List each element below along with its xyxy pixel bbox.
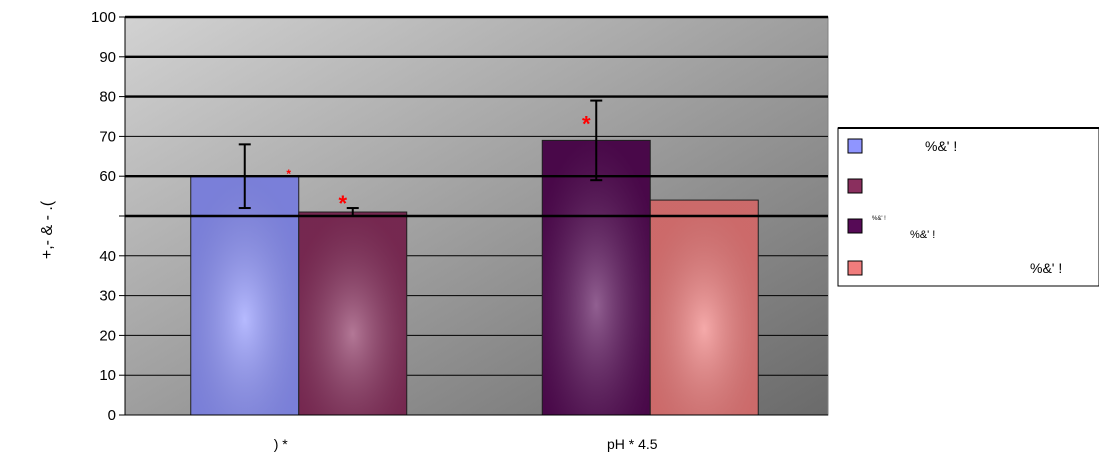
legend-swatch (847, 178, 863, 194)
y-tick-label: 60 (99, 168, 116, 185)
y-tick-label: 100 (91, 9, 116, 26)
x-tick-label: pH * 4.5 (607, 436, 658, 452)
significance-marker: * (338, 191, 347, 216)
legend-swatch (847, 260, 863, 276)
bar-shade (650, 200, 759, 415)
y-tick-label: 40 (99, 248, 116, 265)
significance-marker: * (286, 167, 291, 181)
bar-shade (542, 140, 651, 415)
y-tick-label: 70 (99, 128, 116, 145)
significance-marker: * (582, 111, 591, 136)
legend-swatch (847, 138, 863, 154)
legend-swatch (847, 218, 863, 234)
legend-label: %&' ! (910, 229, 935, 241)
y-tick-label: 10 (99, 367, 116, 384)
legend: %&' ! %&' ! %&' ! %&' ! (837, 127, 1099, 287)
reference-lines (125, 15, 828, 218)
legend-prefix: %&' ! (872, 216, 886, 222)
bar-shade (298, 212, 407, 415)
y-tick-label: 20 (99, 327, 116, 344)
error-bars (238, 99, 603, 217)
y-axis-label: +,- & - .( (39, 200, 56, 259)
y-tick-label: 0 (108, 407, 116, 424)
y-tick-label: 80 (99, 89, 116, 106)
legend-box (837, 127, 1099, 287)
y-tick-label: 30 (99, 288, 116, 305)
significance-markers: * * * (286, 111, 591, 216)
x-axis-labels: ) * pH * 4.5 (274, 436, 658, 452)
legend-label: %&' ! (1030, 260, 1062, 276)
bars (190, 139, 759, 416)
legend-label: %&' ! (925, 138, 957, 154)
x-tick-label: ) * (274, 436, 289, 452)
bar-shade (190, 176, 299, 415)
y-tick-label: 90 (99, 49, 116, 66)
y-axis-ticks: 0 10 20 30 40 60 70 80 90 100 (91, 9, 125, 424)
